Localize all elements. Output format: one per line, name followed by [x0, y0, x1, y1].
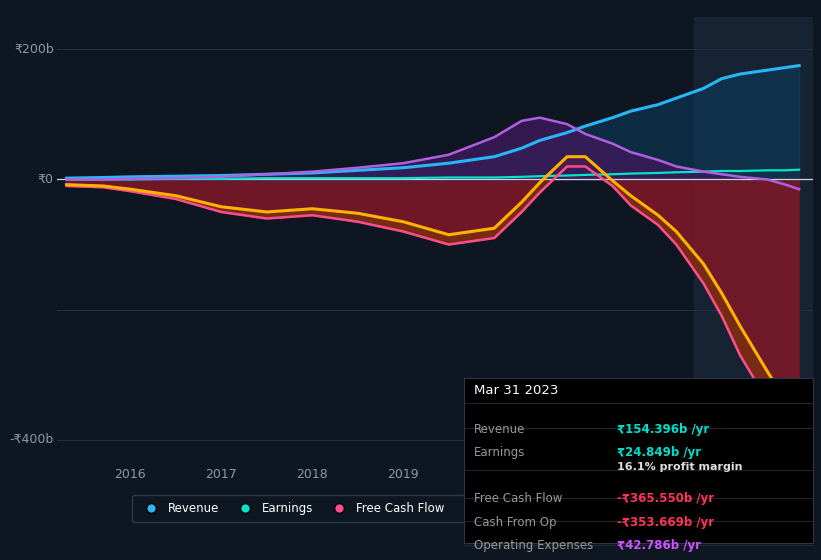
Text: Cash From Op: Cash From Op: [474, 516, 556, 529]
Text: ₹42.786b /yr: ₹42.786b /yr: [617, 539, 701, 552]
Text: Operating Expenses: Operating Expenses: [474, 539, 593, 552]
Text: 16.1% profit margin: 16.1% profit margin: [617, 462, 743, 472]
Text: ₹24.849b /yr: ₹24.849b /yr: [617, 446, 701, 459]
Text: Mar 31 2023: Mar 31 2023: [474, 384, 558, 396]
Text: ₹154.396b /yr: ₹154.396b /yr: [617, 423, 709, 436]
Text: Earnings: Earnings: [474, 446, 525, 459]
Bar: [695, 17, 813, 459]
Legend: Revenue, Earnings, Free Cash Flow, Cash From Op, Operating Expenses: Revenue, Earnings, Free Cash Flow, Cash …: [132, 494, 738, 522]
Text: -₹353.669b /yr: -₹353.669b /yr: [617, 516, 714, 529]
Text: -₹365.550b /yr: -₹365.550b /yr: [617, 492, 714, 505]
Text: ₹200b: ₹200b: [14, 43, 53, 56]
Text: Free Cash Flow: Free Cash Flow: [474, 492, 562, 505]
Text: Revenue: Revenue: [474, 423, 525, 436]
Text: ₹0: ₹0: [38, 173, 53, 186]
Text: -₹400b: -₹400b: [10, 433, 53, 446]
